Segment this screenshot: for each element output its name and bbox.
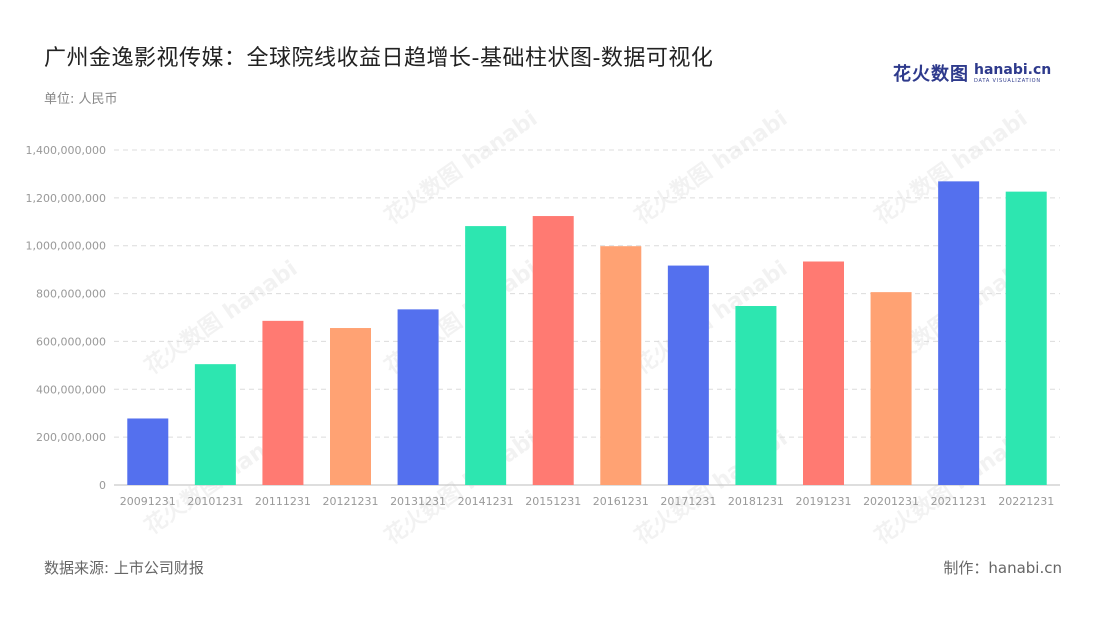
y-tick-label: 400,000,000 bbox=[36, 383, 106, 396]
x-tick-label: 20141231 bbox=[458, 495, 514, 508]
credit-label: 制作：hanabi.cn bbox=[943, 559, 1062, 577]
logo-en-text: hanabi.cn bbox=[974, 61, 1052, 78]
x-tick-label: 20161231 bbox=[593, 495, 649, 508]
bar bbox=[397, 309, 439, 485]
x-tick-label: 20181231 bbox=[728, 495, 784, 508]
y-tick-label: 0 bbox=[99, 479, 106, 492]
y-tick-label: 1,400,000,000 bbox=[26, 144, 106, 157]
bar bbox=[1005, 191, 1047, 485]
x-tick-label: 20221231 bbox=[998, 495, 1054, 508]
y-tick-label: 800,000,000 bbox=[36, 288, 106, 301]
x-tick-label: 20091231 bbox=[120, 495, 176, 508]
y-tick-label: 600,000,000 bbox=[36, 335, 106, 348]
bar bbox=[532, 216, 574, 486]
data-source: 数据来源: 上市公司财报 bbox=[44, 559, 204, 577]
x-tick-label: 20111231 bbox=[255, 495, 311, 508]
bar bbox=[262, 320, 304, 485]
bar bbox=[600, 246, 642, 485]
unit-label: 单位: 人民币 bbox=[44, 92, 118, 107]
bar bbox=[667, 265, 709, 485]
logo-cn-text: 花火数图 bbox=[893, 64, 969, 85]
x-tick-label: 20131231 bbox=[390, 495, 446, 508]
y-tick-label: 1,000,000,000 bbox=[26, 240, 106, 253]
brand-logo: 花火数图 hanabi.cn DATA VISUALIZATION bbox=[893, 60, 1051, 86]
x-tick-label: 20121231 bbox=[323, 495, 379, 508]
bar bbox=[465, 226, 507, 486]
y-tick-label: 200,000,000 bbox=[36, 431, 106, 444]
x-tick-label: 20151231 bbox=[525, 495, 581, 508]
bar bbox=[870, 292, 912, 485]
bar bbox=[194, 364, 236, 485]
x-tick-label: 20171231 bbox=[660, 495, 716, 508]
y-tick-label: 1,200,000,000 bbox=[26, 192, 106, 205]
bar bbox=[938, 181, 980, 485]
x-tick-label: 20191231 bbox=[796, 495, 852, 508]
x-tick-label: 20101231 bbox=[187, 495, 243, 508]
bar bbox=[803, 261, 844, 485]
bar bbox=[127, 418, 169, 485]
bar bbox=[735, 306, 777, 485]
bar bbox=[330, 328, 371, 485]
x-tick-label: 20201231 bbox=[863, 495, 919, 508]
logo-sub-text: DATA VISUALIZATION bbox=[974, 77, 1041, 84]
x-tick-label: 20211231 bbox=[931, 495, 987, 508]
chart-title: 广州金逸影视传媒：全球院线收益日趋增长-基础柱状图-数据可视化 bbox=[44, 46, 714, 71]
